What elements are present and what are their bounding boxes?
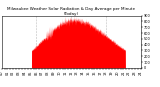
Title: Milwaukee Weather Solar Radiation & Day Average per Minute (Today): Milwaukee Weather Solar Radiation & Day …	[7, 7, 135, 16]
